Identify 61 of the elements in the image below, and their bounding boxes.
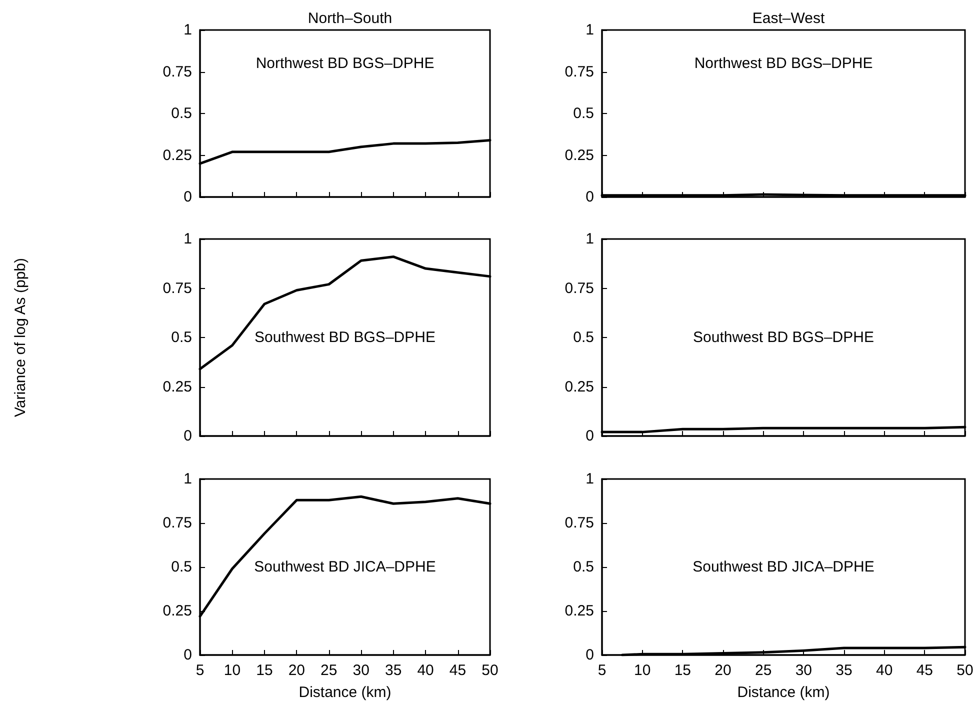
x-tick-label: 30: [795, 662, 812, 679]
x-tick-label: 10: [634, 662, 651, 679]
y-tick-label: 0.5: [171, 558, 192, 576]
x-tick-label: 40: [417, 662, 434, 679]
y-tick-label: 0: [184, 428, 192, 444]
y-tick-label: 0.75: [162, 514, 192, 532]
x-tick-label: 20: [288, 662, 306, 679]
y-tick-label: 1: [586, 22, 594, 38]
y-tick-label: 0.5: [573, 105, 594, 122]
y-tick-label: 0.25: [564, 146, 594, 164]
y-tick-label: 0.75: [162, 63, 192, 80]
y-tick-label: 0.5: [171, 329, 192, 346]
chart-title: East–West: [752, 10, 826, 27]
y-tick-label: 0: [586, 428, 594, 444]
y-tick-label: 0: [586, 188, 594, 206]
y-tick-label: 0.25: [564, 378, 594, 396]
x-tick-label: 35: [384, 662, 402, 679]
x-tick-label: 35: [836, 662, 852, 679]
x-tick-label: 50: [956, 662, 974, 679]
y-tick-label: 1: [586, 230, 594, 248]
y-tick-label: 0.5: [171, 105, 192, 122]
y-tick-label: 0.5: [573, 329, 594, 346]
y-axis-title: Variance of log As (ppb): [12, 258, 29, 417]
x-axis-title: Distance (km): [298, 684, 392, 701]
x-axis-title: Distance (km): [737, 684, 830, 701]
x-tick-label: 20: [714, 662, 732, 679]
x-tick-label: 45: [449, 662, 466, 679]
x-tick-label: 25: [754, 662, 772, 679]
y-tick-label: 0: [586, 646, 594, 664]
annotation: Southwest BD JICA–DPHE: [692, 558, 874, 576]
annotation: Southwest BD BGS–DPHE: [693, 329, 874, 346]
y-tick-label: 1: [586, 470, 594, 488]
x-tick-label: 50: [482, 662, 498, 679]
x-tick-label: 15: [674, 662, 692, 679]
annotation: Southwest BD JICA–DPHE: [254, 558, 436, 576]
y-tick-label: 0.25: [564, 602, 594, 620]
x-tick-label: 45: [916, 662, 934, 679]
annotation: Northwest BD BGS–DPHE: [694, 54, 873, 72]
y-tick-label: 0.75: [564, 280, 594, 297]
y-tick-label: 0: [184, 188, 192, 206]
x-tick-label: 40: [876, 662, 893, 679]
x-tick-label: 25: [320, 662, 338, 679]
x-tick-label: 30: [352, 662, 370, 679]
y-tick-label: 1: [184, 470, 192, 488]
y-tick-label: 1: [184, 22, 192, 38]
y-tick-label: 0.5: [573, 558, 594, 576]
x-tick-label: 5: [598, 662, 606, 679]
annotation: Southwest BD BGS–DPHE: [254, 329, 436, 346]
y-tick-label: 0.75: [564, 514, 594, 532]
x-tick-label: 15: [256, 662, 273, 679]
chart-title: North–South: [308, 10, 392, 27]
y-tick-label: 1: [184, 230, 192, 248]
x-tick-label: 10: [224, 662, 241, 679]
y-tick-label: 0.25: [162, 378, 192, 396]
y-tick-label: 0: [184, 646, 192, 664]
y-tick-label: 0.25: [162, 146, 192, 164]
y-tick-label: 0.75: [162, 280, 192, 297]
y-tick-label: 0.75: [564, 63, 594, 80]
y-tick-label: 0.25: [162, 602, 192, 620]
annotation: Northwest BD BGS–DPHE: [256, 54, 434, 72]
x-tick-label: 5: [196, 662, 204, 679]
